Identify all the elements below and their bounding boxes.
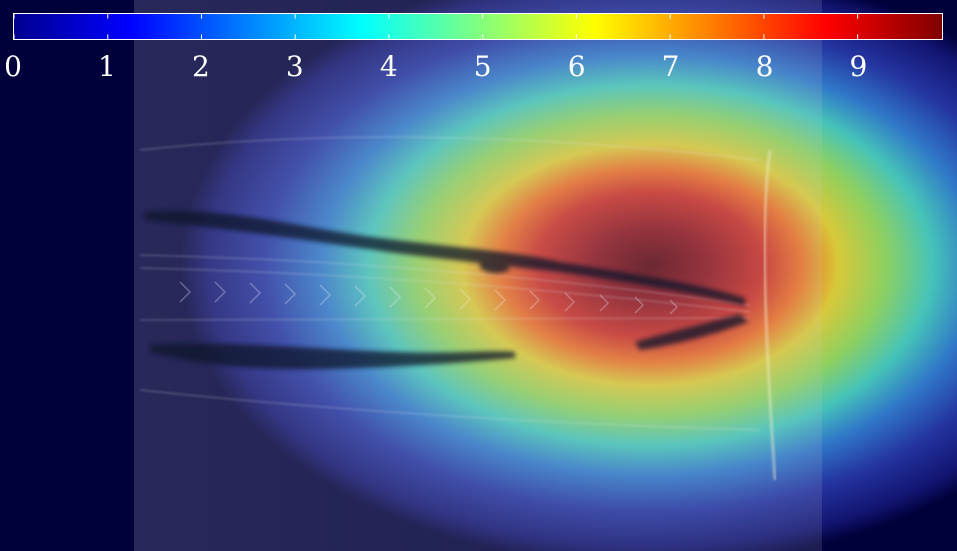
- colorbar: [13, 13, 943, 40]
- colorbar-tick-labels: 0 1 2 3 4 5 6 7 8 9: [0, 50, 957, 90]
- colorbar-tick-label: 9: [849, 50, 868, 83]
- colorbar-tick-label: 3: [285, 50, 304, 83]
- colorbar-tick-label: 7: [661, 50, 680, 83]
- colorbar-tick-label: 0: [4, 50, 22, 83]
- colorbar-tick-label: 6: [567, 50, 586, 83]
- colorbar-tick-label: 5: [473, 50, 492, 83]
- colorbar-tick-label: 2: [191, 50, 210, 83]
- colorbar-tick-label: 8: [755, 50, 774, 83]
- colorbar-tick-label: 4: [379, 50, 398, 83]
- colorbar-tick-label: 1: [98, 50, 116, 83]
- colorbar-gradient: [14, 14, 942, 39]
